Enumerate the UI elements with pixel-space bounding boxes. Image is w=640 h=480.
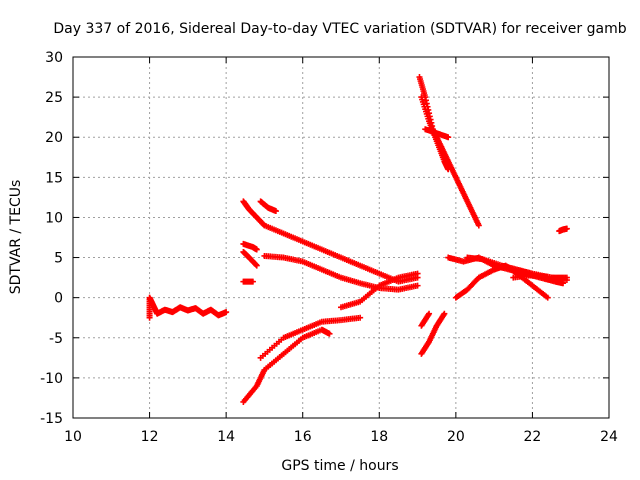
x-tick-labels: 10 12 14 16 18 20 22 24 xyxy=(64,429,618,445)
x-tick-label: 16 xyxy=(294,429,312,445)
data-point xyxy=(223,309,230,316)
y-tick-label: -10 xyxy=(40,371,63,387)
y-tick-label: 10 xyxy=(45,210,63,226)
y-tick-label: 15 xyxy=(45,170,63,186)
x-tick-label: 10 xyxy=(64,429,82,445)
data-point xyxy=(563,277,570,284)
data-point xyxy=(414,282,421,289)
x-tick-label: 20 xyxy=(447,429,465,445)
data-point xyxy=(253,262,260,269)
series-point-22.8 xyxy=(556,225,570,235)
x-tick-label: 24 xyxy=(600,429,618,445)
grid-lines xyxy=(73,57,609,418)
data-point xyxy=(563,225,570,232)
data-point xyxy=(272,208,279,215)
x-tick-label: 14 xyxy=(217,429,235,445)
data-point xyxy=(357,314,364,321)
chart-title: Day 337 of 2016, Sidereal Day-to-day VTE… xyxy=(53,21,626,37)
y-tick-label: 5 xyxy=(54,251,63,267)
data-point xyxy=(326,330,333,337)
data-point xyxy=(445,134,452,141)
data-point xyxy=(544,294,551,301)
data-marks xyxy=(146,74,570,405)
y-tick-label: -15 xyxy=(40,411,63,427)
data-point xyxy=(414,270,421,277)
data-point xyxy=(253,246,260,253)
plot-frame xyxy=(72,56,610,419)
x-axis-label: GPS time / hours xyxy=(281,458,398,474)
data-point xyxy=(426,310,433,317)
y-tick-label: 25 xyxy=(45,90,63,106)
series-arc-14.7-neg xyxy=(257,314,364,361)
series-cluster-12-14 xyxy=(146,294,230,321)
series-arc-14.9 xyxy=(257,198,279,215)
data-point xyxy=(445,166,452,173)
data-point xyxy=(249,278,256,285)
y-tick-label: -5 xyxy=(49,331,63,347)
series-cluster-19.2 xyxy=(422,126,452,141)
series-arc-14.5-b xyxy=(240,240,260,253)
series-neg-19 xyxy=(418,310,448,357)
y-tick-label: 20 xyxy=(45,130,63,146)
x-tick-label: 18 xyxy=(370,429,388,445)
series-arc-15-e xyxy=(261,252,421,293)
x-tick-label: 12 xyxy=(141,429,159,445)
x-tick-label: 22 xyxy=(524,429,542,445)
data-point xyxy=(475,222,482,229)
y-axis-label: SDTVAR / TECUs xyxy=(8,180,24,295)
y-tick-label: 0 xyxy=(54,291,63,307)
y-tick-labels: -15 -10 -5 0 5 10 15 20 25 30 xyxy=(40,50,63,427)
series-arc-17-rise xyxy=(338,270,421,311)
series-arc-14.5-c xyxy=(240,248,260,269)
y-tick-label: 30 xyxy=(45,50,63,66)
series-arc-19.8 xyxy=(445,254,567,287)
series-neg-19-b xyxy=(418,310,433,329)
data-point xyxy=(441,310,448,317)
series-arc-14.5-d xyxy=(240,278,256,285)
series-arc-14.4-neg xyxy=(240,326,333,405)
axis-ticks xyxy=(72,56,610,419)
series-arc-21.5 xyxy=(510,272,570,284)
